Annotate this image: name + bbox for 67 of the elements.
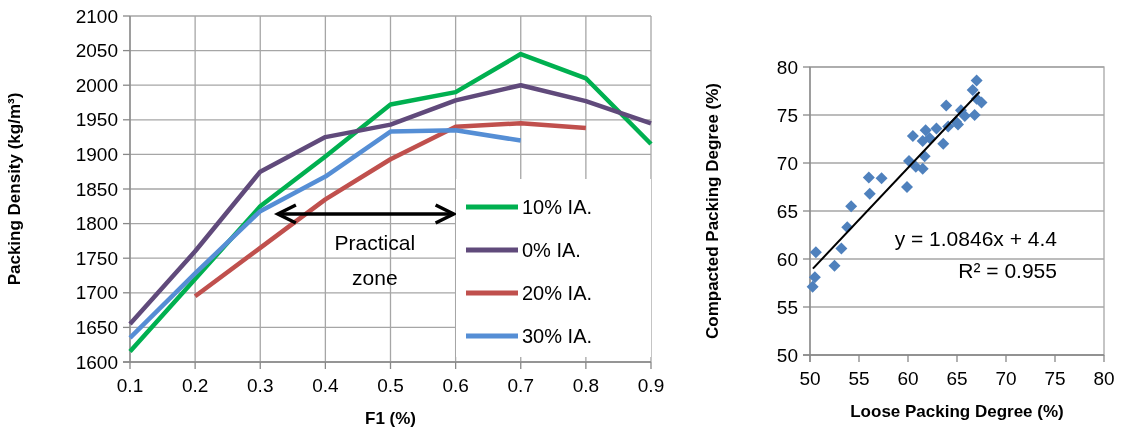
y-tick-label: 55 [776,296,798,318]
x-tick-label: 0.1 [116,375,144,396]
x-tick-label: 60 [897,368,919,389]
annotation: y = 1.0846x + 4.4 [894,226,1058,250]
legend-label: 10% IA. [522,196,593,218]
point [809,246,822,259]
x-tick-label: 65 [946,368,968,389]
legend-label: 0% IA. [522,239,581,261]
y-tick-label: 60 [776,248,798,270]
legend-label: 30% IA. [522,325,593,347]
line-series [127,127,523,341]
y-tick-label: 1700 [75,282,118,304]
point [808,271,821,284]
y-tick-label: 1900 [75,144,118,166]
point [835,242,848,255]
x-tick-label: 0.3 [247,375,274,396]
y-tick-label: 1850 [75,178,118,200]
y-tick-label: 1750 [75,247,118,269]
point [862,171,875,184]
point [930,122,943,135]
x-tick-label: 80 [1093,368,1115,389]
x-tick-label: 55 [848,368,870,389]
x-axis-title: F1 (%) [365,409,416,428]
point [806,280,819,293]
y-tick-label: 1950 [75,109,118,131]
point [968,109,981,121]
x-tick-label: 0.8 [572,375,600,396]
line-series [127,82,654,327]
x-tick-label: 0.9 [637,375,665,396]
y-tick-label: 75 [776,104,798,126]
y-tick-label: 2050 [75,40,118,62]
point [863,187,876,200]
x-tick-label: 50 [799,368,821,389]
x-tick-label: 0.2 [181,375,209,396]
point [970,74,983,87]
point [966,84,979,97]
y-tick-label: 50 [776,344,798,366]
point [901,181,914,193]
y-tick-label: 80 [776,56,798,78]
x-tick-label: 0.7 [507,375,534,396]
y-tick-label: 2100 [75,5,118,27]
point [940,99,953,112]
x-tick-label: 0.5 [377,375,404,396]
annotation: Practical zone [334,231,416,290]
x-tick-label: 70 [995,368,1017,389]
y-axis-title: Compacted Packing Degree (%) [703,82,722,340]
point [919,124,932,137]
point [923,132,936,145]
y-tick-label: 1800 [75,213,118,235]
x-axis-title: Loose Packing Degree (%) [850,402,1064,421]
point [937,137,950,150]
y-tick-label: 70 [776,152,798,174]
x-tick-label: 0.4 [312,375,340,396]
legend-label: 20% IA. [522,282,593,304]
y-tick-label: 1600 [75,351,118,373]
line-series [192,121,589,299]
point [828,259,841,272]
y-tick-label: 1650 [75,317,118,339]
point [845,200,858,213]
annotation: R² = 0.955 [958,258,1057,282]
x-tick-label: 0.6 [442,375,469,396]
y-tick-label: 65 [776,200,798,222]
point [875,172,888,185]
y-tick-label: 2000 [75,74,118,96]
y-axis-title: Packing Density (kg/m³) [5,92,24,286]
x-tick-label: 75 [1044,368,1066,389]
point [906,130,919,143]
